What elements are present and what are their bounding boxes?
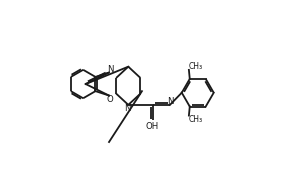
- Text: N: N: [106, 65, 113, 74]
- Text: O: O: [106, 95, 113, 104]
- Text: N: N: [167, 97, 173, 106]
- Text: N: N: [124, 104, 130, 113]
- Text: CH₃: CH₃: [189, 62, 203, 71]
- Text: OH: OH: [146, 122, 159, 131]
- Text: CH₃: CH₃: [189, 115, 203, 124]
